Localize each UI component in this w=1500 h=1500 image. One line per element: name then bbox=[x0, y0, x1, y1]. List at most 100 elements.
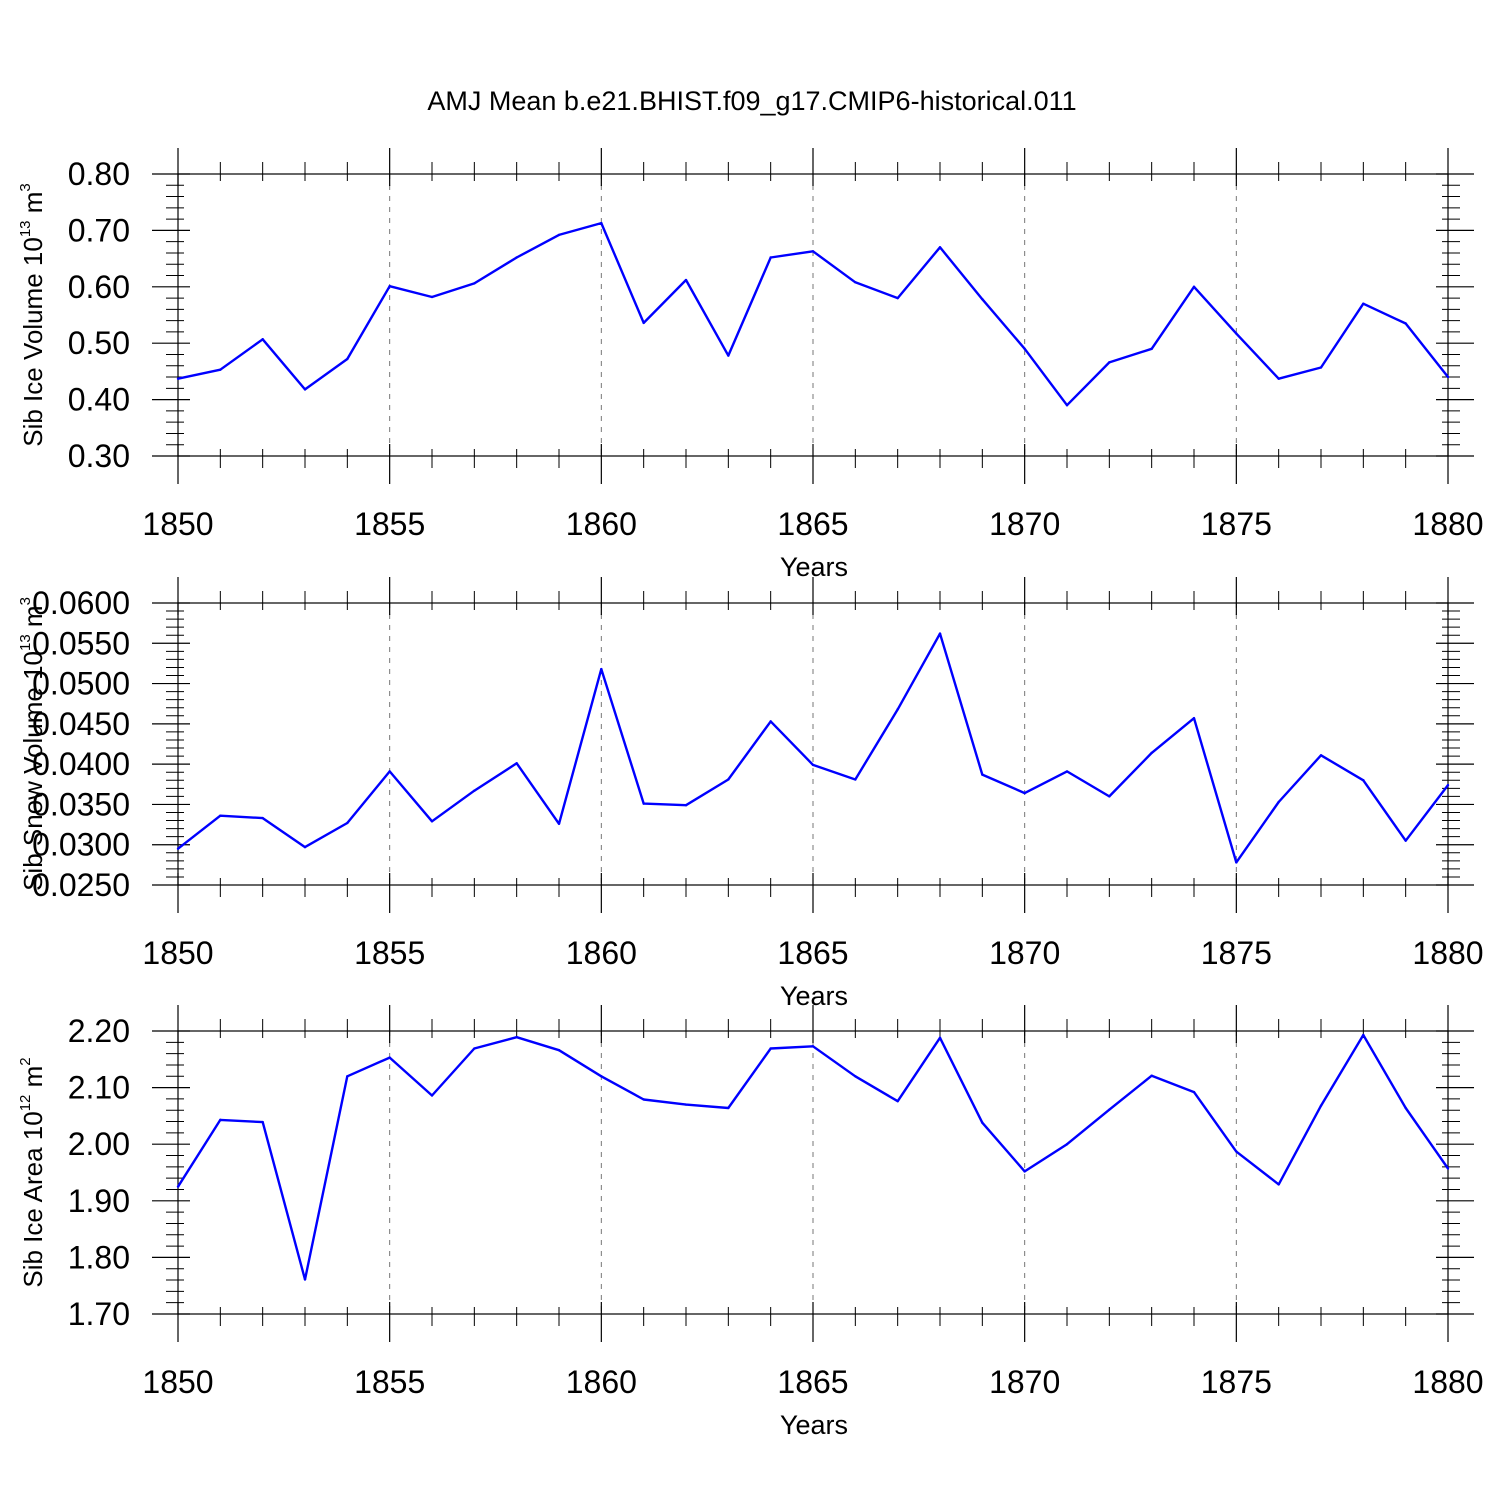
y-axis-label-unit: m bbox=[18, 605, 48, 634]
x-tick-label: 1880 bbox=[1412, 935, 1483, 971]
data-point bbox=[515, 762, 518, 765]
data-point bbox=[346, 357, 349, 361]
x-tick-label: 1875 bbox=[1201, 1364, 1272, 1400]
data-point bbox=[1404, 839, 1407, 842]
y-axis-label-unit-exponent: 3 bbox=[17, 183, 34, 191]
data-point bbox=[1108, 795, 1111, 798]
data-point bbox=[854, 281, 857, 284]
data-point bbox=[557, 233, 561, 237]
x-tick-label: 1855 bbox=[354, 506, 425, 542]
data-point bbox=[684, 278, 688, 282]
y-tick-label: 0.0600 bbox=[32, 585, 130, 621]
y-axis-label-unit: m bbox=[18, 1066, 48, 1095]
data-point bbox=[1277, 377, 1280, 380]
data-point bbox=[1023, 1170, 1026, 1173]
data-point bbox=[600, 221, 603, 225]
y-axis-label-unit: m bbox=[18, 192, 48, 221]
y-tick-label: 1.90 bbox=[68, 1183, 130, 1219]
y-axis-label-exponent: 12 bbox=[17, 1095, 34, 1112]
data-point bbox=[600, 667, 603, 671]
y-tick-label: 0.0550 bbox=[32, 625, 130, 661]
y-axis-label-text: Sib Ice Area 10 bbox=[18, 1111, 48, 1287]
x-tick-label: 1860 bbox=[566, 935, 637, 971]
data-point bbox=[854, 1075, 857, 1078]
data-point bbox=[1108, 1108, 1111, 1111]
y-tick-label: 0.30 bbox=[68, 438, 130, 474]
data-point bbox=[1319, 1104, 1323, 1107]
data-point bbox=[769, 256, 772, 259]
data-point bbox=[1404, 322, 1407, 325]
x-tick-label: 1870 bbox=[989, 506, 1060, 542]
y-tick-label: 0.50 bbox=[68, 325, 130, 361]
data-point bbox=[811, 1045, 815, 1048]
x-tick-label: 1855 bbox=[354, 1364, 425, 1400]
data-point bbox=[684, 1103, 688, 1106]
data-point bbox=[981, 773, 984, 776]
x-axis-label: Years bbox=[780, 981, 848, 1011]
y-axis-label-exponent: 13 bbox=[17, 634, 34, 651]
y-axis-label: Sib Ice Area 1012 m2 bbox=[17, 1057, 48, 1287]
plot-frame bbox=[177, 173, 1449, 457]
data-point bbox=[727, 778, 730, 781]
data-point bbox=[473, 789, 476, 792]
data-point bbox=[684, 804, 688, 807]
plot-frame bbox=[177, 602, 1449, 886]
data-point bbox=[515, 256, 518, 259]
data-point bbox=[896, 296, 899, 300]
data-point bbox=[1319, 366, 1323, 369]
y-axis-label: Sib Ice Volume 1013 m3 bbox=[17, 183, 48, 447]
data-point bbox=[1362, 779, 1365, 782]
y-tick-label: 0.0300 bbox=[32, 827, 130, 863]
data-point bbox=[811, 250, 815, 253]
data-point bbox=[938, 632, 942, 635]
data-point bbox=[769, 1047, 772, 1050]
y-tick-label: 0.0500 bbox=[32, 666, 130, 702]
data-point bbox=[303, 388, 307, 391]
data-point bbox=[219, 1118, 222, 1122]
data-point bbox=[473, 282, 476, 285]
data-point bbox=[854, 778, 857, 781]
data-point bbox=[430, 1094, 434, 1097]
data-point bbox=[176, 377, 180, 380]
data-point bbox=[430, 820, 434, 823]
data-point bbox=[346, 821, 349, 825]
data-point bbox=[1404, 1106, 1407, 1110]
data-point bbox=[1192, 1090, 1196, 1094]
y-tick-label: 0.0450 bbox=[32, 706, 130, 742]
data-point bbox=[981, 1121, 984, 1124]
data-point bbox=[303, 1278, 307, 1281]
data-point bbox=[1023, 347, 1026, 351]
ice-volume-panel: 0.30 0.40 0.50 0.60 0.70 0.80 1850 1855 1860 1865… bbox=[17, 148, 1484, 582]
data-point bbox=[1235, 1150, 1238, 1153]
data-point bbox=[727, 354, 730, 357]
data-point bbox=[938, 1036, 942, 1039]
data-point bbox=[642, 1098, 645, 1101]
data-point bbox=[600, 1075, 603, 1078]
x-tick-label: 1855 bbox=[354, 935, 425, 971]
ice-area-panel: 1.70 1.80 1.90 2.00 2.10 2.20 1850 1855 1860 1865… bbox=[17, 1005, 1484, 1440]
data-point bbox=[896, 1099, 899, 1103]
data-point bbox=[261, 816, 264, 820]
data-point bbox=[176, 1185, 180, 1188]
data-point bbox=[642, 321, 645, 325]
data-point bbox=[1150, 751, 1153, 755]
data-point bbox=[388, 285, 391, 288]
data-point bbox=[219, 814, 222, 817]
y-tick-label: 0.0250 bbox=[32, 867, 130, 903]
data-point bbox=[1319, 754, 1323, 757]
x-tick-label: 1850 bbox=[142, 935, 213, 971]
y-tick-label: 1.70 bbox=[68, 1296, 130, 1332]
data-point bbox=[557, 822, 561, 825]
data-point bbox=[1150, 1074, 1153, 1077]
y-tick-label: 2.00 bbox=[68, 1126, 130, 1162]
data-point bbox=[1362, 302, 1365, 305]
data-point bbox=[219, 368, 222, 371]
x-tick-label: 1875 bbox=[1201, 506, 1272, 542]
data-point bbox=[938, 246, 942, 249]
data-point bbox=[1277, 1183, 1280, 1186]
data-point bbox=[1362, 1033, 1365, 1037]
y-axis-label-exponent: 13 bbox=[17, 220, 34, 237]
x-tick-label: 1865 bbox=[777, 935, 848, 971]
data-point bbox=[1446, 375, 1450, 379]
